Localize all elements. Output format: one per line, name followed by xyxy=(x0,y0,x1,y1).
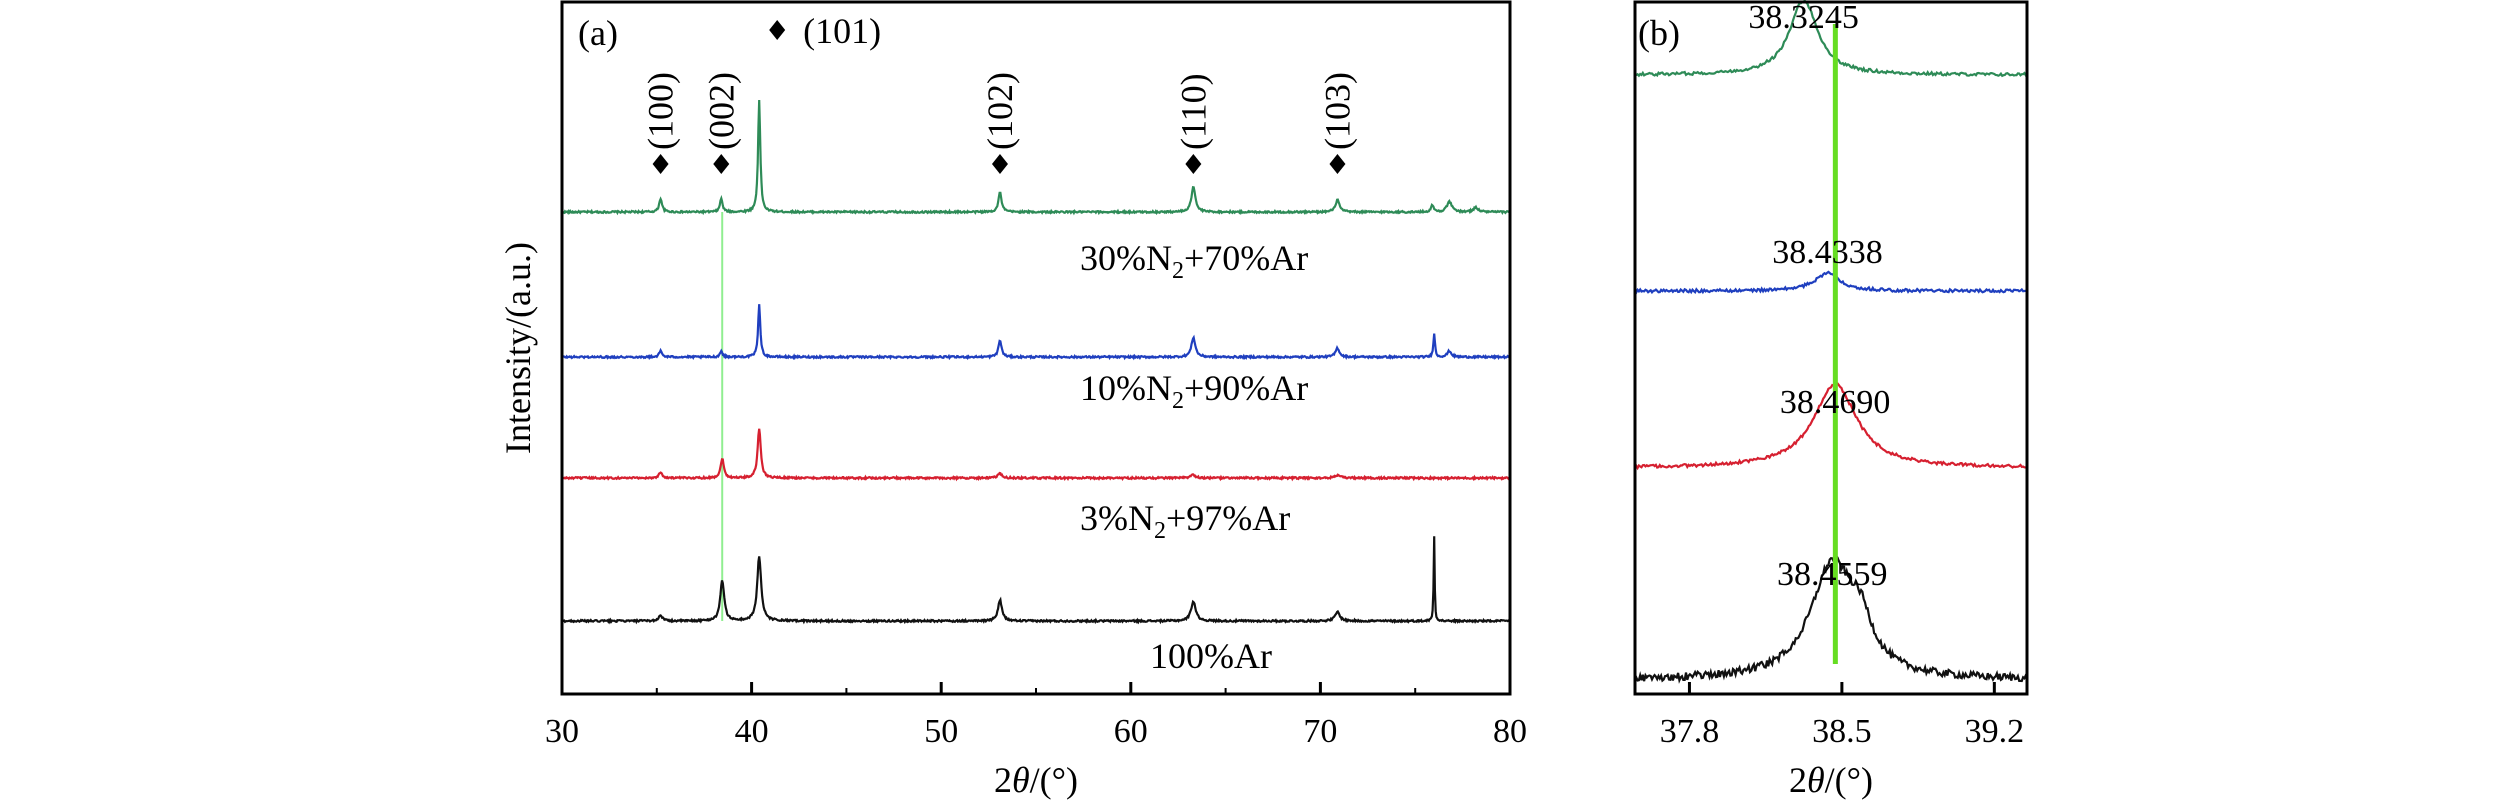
diamond-marker-icon xyxy=(652,154,669,174)
hkl-label: (101) xyxy=(803,11,881,51)
panel-a-x-axis-title: 2θ/(°) xyxy=(994,760,1078,800)
peak-position-label: 38.3245 xyxy=(1748,0,1859,36)
hkl-label: (103) xyxy=(1317,72,1357,150)
peak-label: (110) xyxy=(1173,73,1213,174)
peak-label: (102) xyxy=(980,72,1020,174)
hkl-label: (110) xyxy=(1173,73,1213,150)
x-tick-label: 37.8 xyxy=(1660,713,1720,750)
panel-b-plot-frame xyxy=(1633,0,2029,696)
sample-label: 10%N2+90%Ar xyxy=(1080,368,1308,414)
panel-b-peak-zoom: (b) 38.3245 38.4338 38.4690 38.4559 37.8 38.… xyxy=(1633,0,2029,800)
panel-b-tag: (b) xyxy=(1638,13,1680,53)
xrd-series-line xyxy=(562,304,1510,361)
x-tick-label: 70 xyxy=(1303,713,1337,750)
panel-a-y-axis-title: Intensity/(a.u.) xyxy=(498,242,538,454)
hkl-label: (002) xyxy=(701,72,741,150)
panel-a-tag: (a) xyxy=(578,13,618,53)
peak-label: (002) xyxy=(701,72,741,174)
diamond-marker-icon xyxy=(713,154,730,174)
zoom-series-line xyxy=(1634,0,2028,78)
panel-b-x-axis-ticks: 37.8 38.5 39.2 xyxy=(1660,682,2024,750)
xrd-series-line xyxy=(561,428,1511,482)
panel-b-x-axis-title: 2θ/(°) xyxy=(1789,760,1873,800)
diamond-marker-icon xyxy=(991,154,1008,174)
xrd-series-line xyxy=(561,99,1511,216)
peak-label: (100) xyxy=(641,72,681,174)
hkl-label: (102) xyxy=(980,72,1020,150)
x-tick-label: 39.2 xyxy=(1965,713,2025,750)
panel-a-x-axis-ticks: 30 40 50 60 70 80 xyxy=(545,682,1527,750)
zoom-series-line xyxy=(1634,382,2028,471)
zoom-series-line xyxy=(1634,270,2028,295)
panel-a-peak-labels: (100) (002) (101) (102) (110) (103) xyxy=(641,11,1357,174)
panel-b-series-group xyxy=(1633,0,2028,684)
peak-position-label: 38.4338 xyxy=(1772,234,1883,271)
panel-b-peak-values: 38.3245 38.4338 38.4690 38.4559 xyxy=(1748,0,1890,593)
zoom-series-line xyxy=(1633,554,2028,684)
peak-position-label: 38.4690 xyxy=(1780,384,1891,421)
sample-label: 100%Ar xyxy=(1150,636,1272,676)
panel-a-sample-labels: 30%N2+70%Ar 10%N2+90%Ar 3%N2+97%Ar 100%Ar xyxy=(1080,238,1308,676)
peak-position-label: 38.4559 xyxy=(1777,556,1888,593)
peak-label: (103) xyxy=(1317,72,1357,174)
panel-a-series-group xyxy=(561,99,1511,625)
sample-label: 30%N2+70%Ar xyxy=(1080,238,1308,284)
sample-label: 3%N2+97%Ar xyxy=(1080,498,1290,544)
x-tick-label: 80 xyxy=(1493,713,1527,750)
x-tick-label: 30 xyxy=(545,713,579,750)
diamond-marker-icon xyxy=(1329,154,1346,174)
panel-a-xrd-patterns: (a) (100) (002) (101) (102) (110) (103) 30%N2… xyxy=(498,0,1527,800)
diamond-marker-icon xyxy=(769,20,786,40)
peak-label: (101) xyxy=(769,11,881,51)
xrd-series-line xyxy=(561,536,1511,625)
x-tick-label: 50 xyxy=(924,713,958,750)
hkl-label: (100) xyxy=(641,72,681,150)
x-tick-label: 60 xyxy=(1114,713,1148,750)
diamond-marker-icon xyxy=(1185,154,1202,174)
x-tick-label: 38.5 xyxy=(1812,713,1872,750)
x-tick-label: 40 xyxy=(735,713,769,750)
